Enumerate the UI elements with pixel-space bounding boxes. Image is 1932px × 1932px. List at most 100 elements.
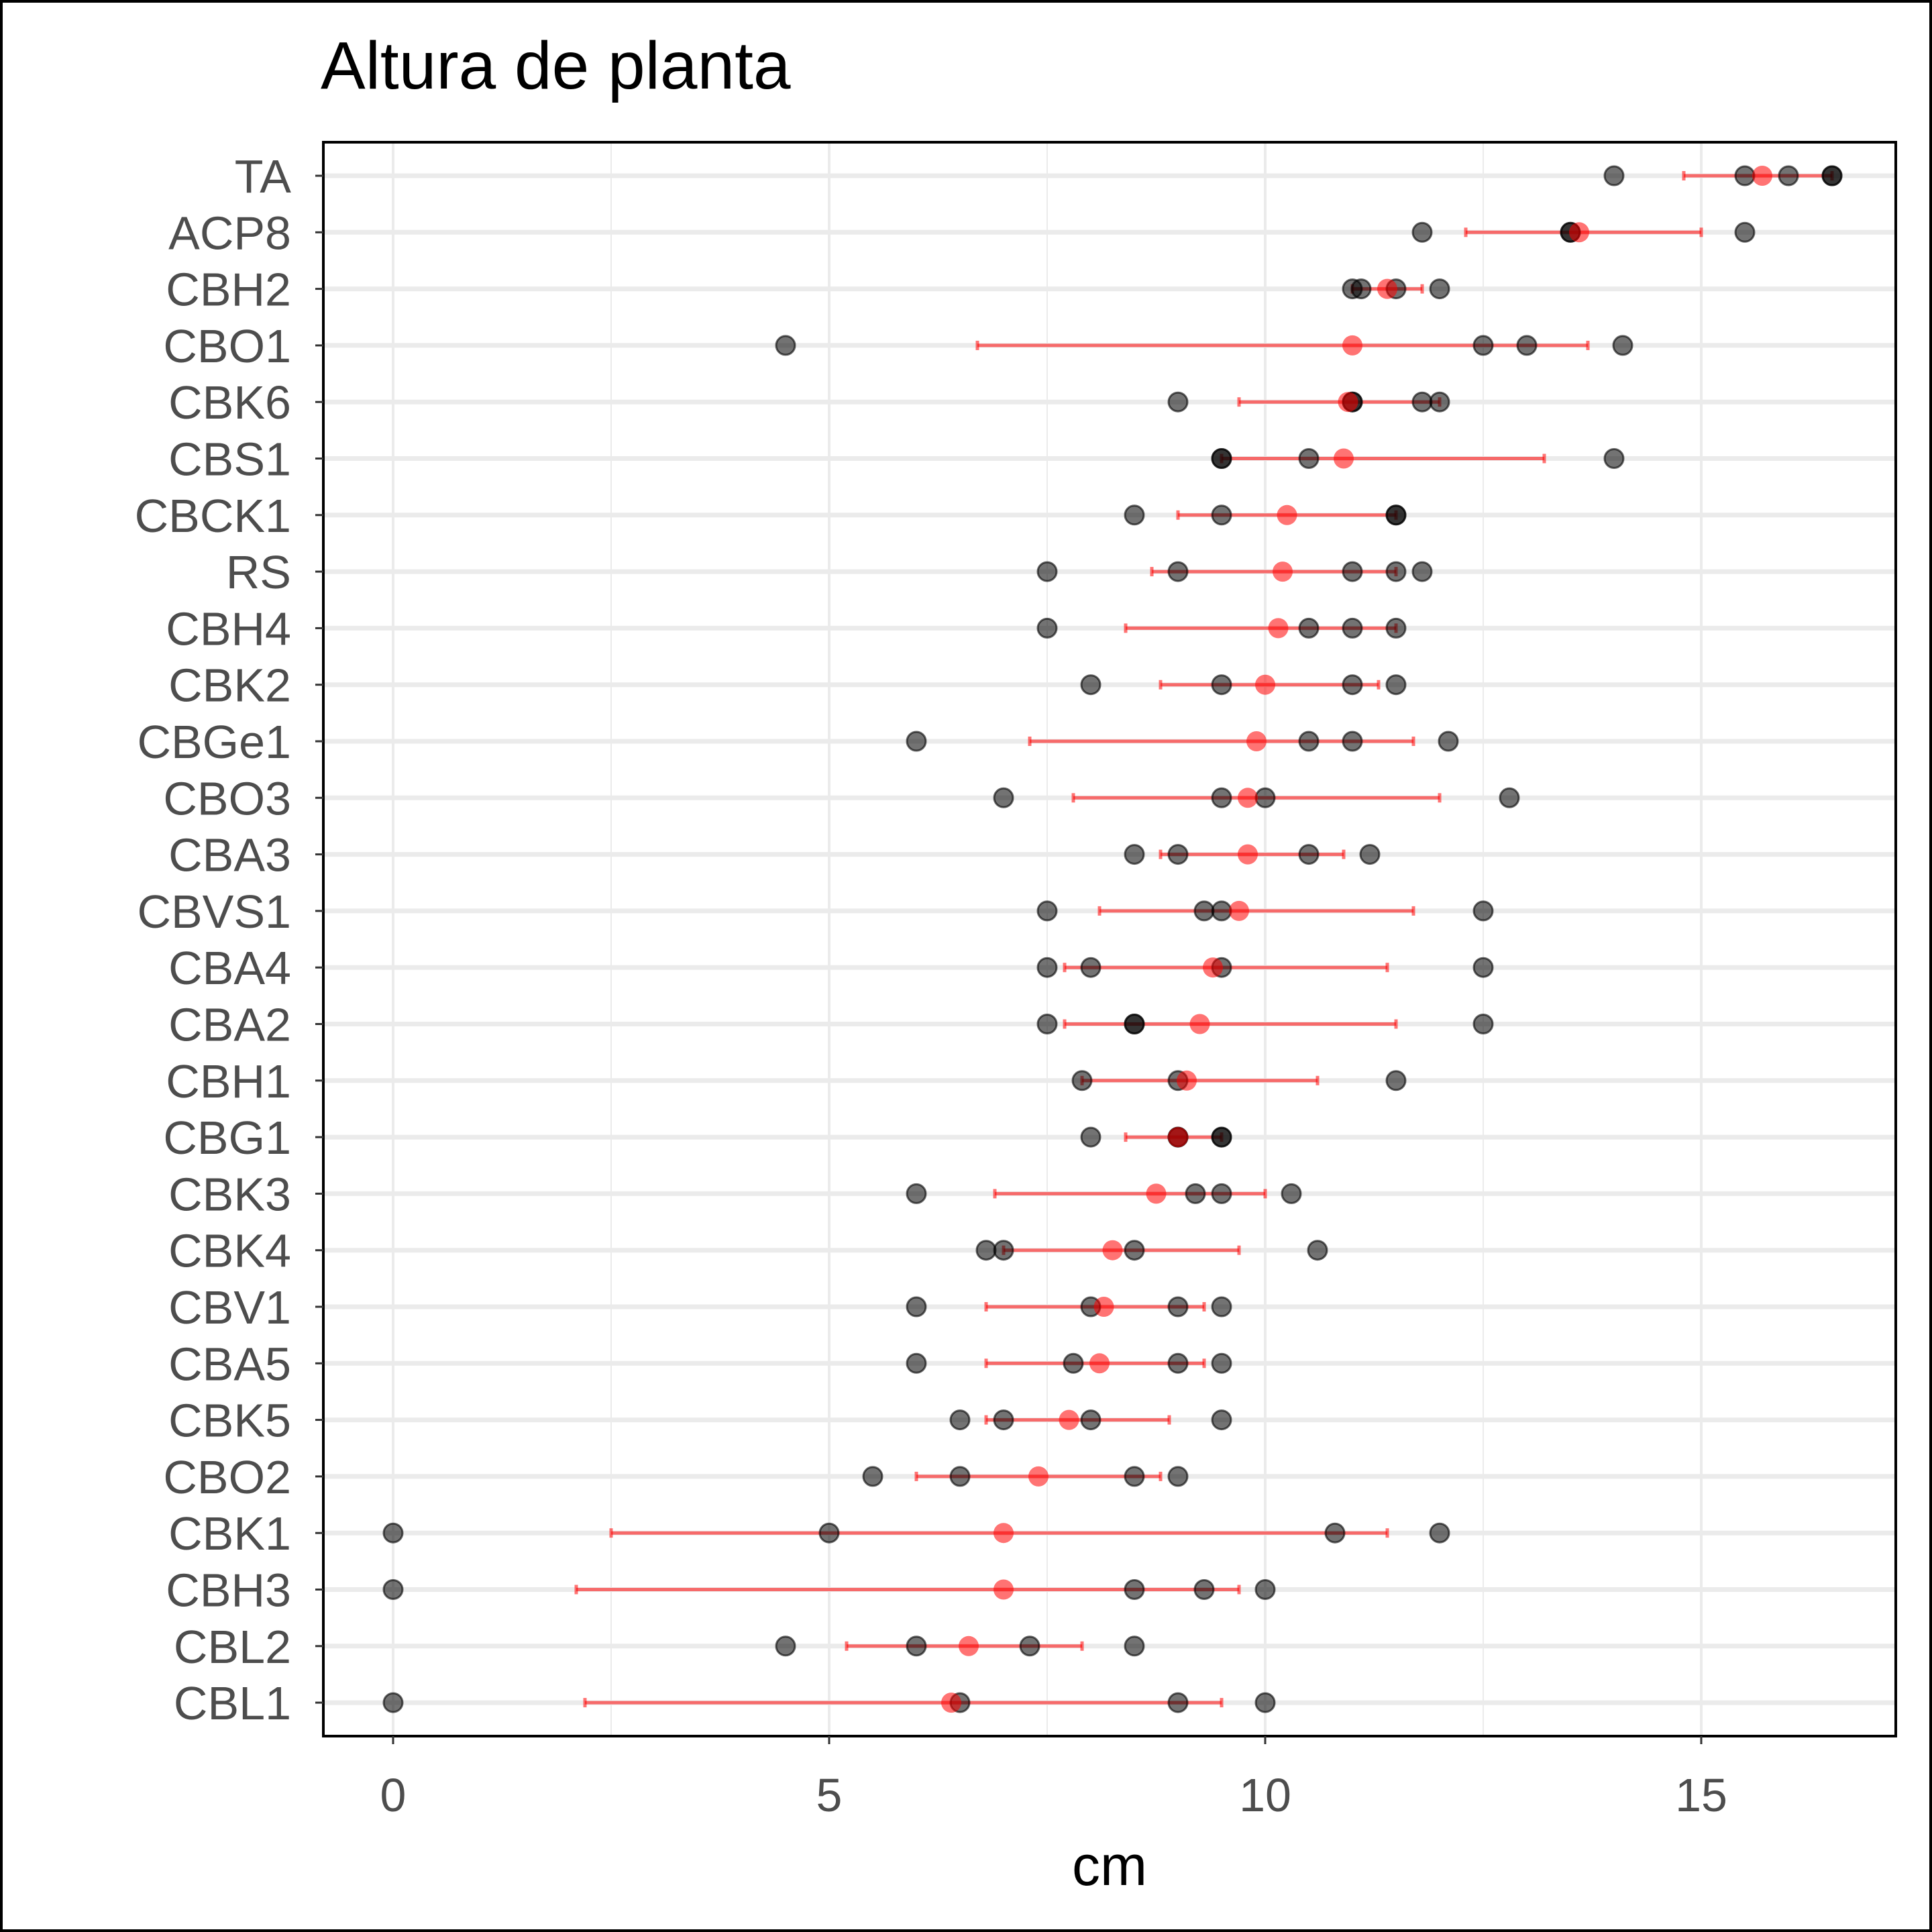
y-tick-label: CBVS1 — [137, 885, 291, 938]
data-point-CBK5 — [1080, 1409, 1102, 1431]
data-point-CBH1 — [1071, 1070, 1093, 1091]
y-tick-label: CBO3 — [163, 772, 291, 824]
data-point-CBH3 — [1193, 1579, 1215, 1600]
y-tick-label: RS — [226, 546, 291, 598]
data-point-CBO3 — [993, 787, 1014, 808]
data-point-CBK1 — [818, 1522, 840, 1544]
data-point-CBO2 — [949, 1466, 971, 1487]
data-point-CBA4 — [1080, 957, 1102, 978]
data-point-RS — [1342, 561, 1363, 582]
data-point-CBK2 — [1080, 674, 1102, 696]
data-point-CBO1 — [1612, 335, 1633, 356]
data-point-CBO3 — [1499, 787, 1520, 808]
y-tick-label: CBH2 — [166, 264, 291, 316]
mean-point-CBH2 — [1377, 278, 1397, 299]
mean-point-CBA2 — [1189, 1014, 1210, 1034]
data-point-CBA2 — [1124, 1014, 1145, 1034]
y-tick-label: ACP8 — [168, 207, 291, 259]
mean-point-TA — [1752, 166, 1772, 186]
data-point-CBK6 — [1411, 391, 1433, 413]
mean-point-CBL2 — [959, 1635, 979, 1656]
mean-point-RS — [1273, 561, 1293, 582]
mean-point-CBK6 — [1338, 392, 1358, 413]
y-tick-label: CBK2 — [168, 659, 291, 712]
y-tick-label: CBK6 — [168, 376, 291, 429]
data-point-CBA3 — [1124, 844, 1145, 865]
data-point-CBL1 — [1254, 1692, 1276, 1713]
y-tick-label: CBA3 — [168, 829, 291, 881]
data-point-CBO2 — [1167, 1466, 1189, 1487]
y-tick-label: CBK5 — [168, 1395, 291, 1447]
data-point-TA — [1734, 165, 1756, 186]
y-tick-label: CBA4 — [168, 942, 291, 994]
data-point-CBCK1 — [1124, 504, 1145, 526]
data-point-CBA5 — [1063, 1352, 1084, 1374]
data-point-CBA3 — [1298, 844, 1320, 865]
y-axis-labels: TAACP8CBH2CBO1CBK6CBS1CBCK1RSCBH4CBK2CBG… — [135, 150, 323, 1729]
data-point-CBK3 — [1281, 1183, 1302, 1204]
data-point-CBV1 — [1211, 1296, 1232, 1318]
panel-border — [322, 141, 1897, 1737]
mean-point-CBG1 — [1168, 1127, 1188, 1148]
data-point-CBH2 — [1429, 278, 1450, 300]
data-point-ACP8 — [1411, 221, 1433, 243]
data-point-CBV1 — [906, 1296, 927, 1318]
data-point-CBO1 — [1472, 335, 1494, 356]
x-tick-label: 10 — [1239, 1769, 1291, 1821]
data-point-CBL2 — [1124, 1635, 1145, 1657]
y-tick-label: CBA5 — [168, 1338, 291, 1390]
data-point-CBA4 — [1472, 957, 1494, 978]
data-point-RS — [1036, 561, 1058, 582]
data-point-TA — [1821, 165, 1843, 186]
data-point-CBH4 — [1298, 617, 1320, 639]
data-point-CBH2 — [1350, 278, 1372, 300]
x-tick-label: 15 — [1675, 1769, 1727, 1821]
x-axis-labels: 0 5 10 15 — [380, 1736, 1727, 1821]
mean-point-CBO2 — [1028, 1466, 1049, 1487]
data-point-CBK1 — [1324, 1522, 1346, 1544]
mean-point-CBV1 — [1093, 1297, 1114, 1317]
data-point-CBK3 — [1185, 1183, 1206, 1204]
data-point-CBVS1 — [1211, 900, 1232, 922]
y-tick-label: CBO1 — [163, 320, 291, 372]
mean-point-CBK1 — [994, 1523, 1014, 1544]
data-point-CBO2 — [862, 1466, 883, 1487]
plot-panel — [323, 142, 1896, 1736]
y-tick-label: CBL2 — [174, 1621, 291, 1673]
data-point-CBA3 — [1359, 844, 1381, 865]
mean-point-CBGe1 — [1246, 731, 1267, 751]
data-point-CBK5 — [1211, 1409, 1232, 1431]
y-tick-label: CBL1 — [174, 1677, 291, 1729]
x-tick-label: 0 — [380, 1769, 407, 1821]
data-point-CBA2 — [1036, 1014, 1058, 1034]
data-point-CBL2 — [906, 1635, 927, 1657]
data-point-RS — [1167, 561, 1189, 582]
data-point-CBV1 — [1167, 1296, 1189, 1318]
data-point-CBH4 — [1342, 617, 1363, 639]
data-point-CBA4 — [1036, 957, 1058, 978]
y-tick-label: CBK1 — [168, 1507, 291, 1560]
data-point-CBK1 — [382, 1522, 404, 1544]
mean-point-CBO1 — [1342, 335, 1362, 356]
data-point-CBL2 — [1019, 1635, 1040, 1657]
data-point-CBGe1 — [1342, 731, 1363, 752]
y-tick-label: CBA2 — [168, 999, 291, 1051]
data-point-CBS1 — [1603, 448, 1625, 469]
data-point-CBK5 — [949, 1409, 971, 1431]
data-point-CBA5 — [1167, 1352, 1189, 1374]
data-point-CBA5 — [906, 1352, 927, 1374]
data-point-CBH1 — [1385, 1070, 1407, 1091]
data-point-CBH4 — [1385, 617, 1407, 639]
data-point-RS — [1411, 561, 1433, 582]
data-point-CBK6 — [1167, 391, 1189, 413]
mean-point-CBS1 — [1334, 448, 1354, 469]
data-point-CBH3 — [382, 1579, 404, 1600]
mean-point-CBL1 — [941, 1693, 961, 1713]
data-point-CBH4 — [1036, 617, 1058, 639]
mean-point-CBCK1 — [1277, 504, 1297, 525]
data-point-CBO3 — [1254, 787, 1276, 808]
data-point-TA — [1603, 165, 1625, 186]
mean-points — [941, 166, 1772, 1713]
data-point-CBK4 — [975, 1240, 997, 1261]
mean-point-ACP8 — [1569, 222, 1589, 243]
